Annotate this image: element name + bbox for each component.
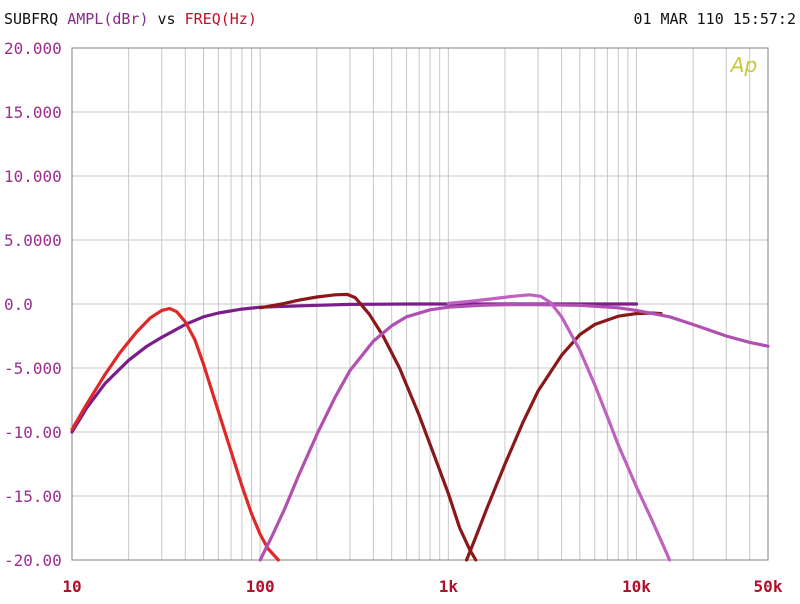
x-tick-label: 100 [246, 577, 275, 596]
y-tick-label: 15.000 [4, 103, 62, 122]
y-tick-label: -10.00 [4, 423, 62, 442]
y-tick-label: -5.000 [4, 359, 62, 378]
y-axis-quantity: AMPL(dBr) [67, 10, 148, 28]
series-line-5 [258, 303, 770, 562]
y-tick-label: 20.000 [4, 39, 62, 58]
series-line-1 [70, 302, 639, 434]
series-line-4 [465, 311, 663, 562]
y-tick-labels: 20.000 15.000 10.000 5.0000 0.0 -5.000 -10.00 -… [4, 39, 62, 570]
y-tick-label: -20.00 [4, 551, 62, 570]
plot-frame [71, 47, 769, 561]
y-tick-label: -15.00 [4, 487, 62, 506]
y-tick-label: 5.0000 [4, 231, 62, 250]
vs-label: vs [158, 10, 176, 28]
x-axis-quantity: FREQ(Hz) [185, 10, 257, 28]
x-tick-label: 10k [622, 577, 651, 596]
y-tick-label: 0.0 [4, 295, 33, 314]
series-group [70, 292, 770, 562]
series-line-3 [258, 292, 478, 562]
x-tick-label: 10 [62, 577, 81, 596]
x-tick-labels: 10 100 1k 10k 50k [62, 577, 782, 596]
timestamp: 01 MAR 110 15:57:2 [633, 10, 796, 28]
title-prefix: SUBFRQ [4, 10, 58, 28]
x-tick-label: 50k [754, 577, 783, 596]
series-line-2 [70, 306, 280, 562]
y-tick-label: 10.000 [4, 167, 62, 186]
x-tick-label: 1k [439, 577, 459, 596]
chart-title: SUBFRQ AMPL(dBr) vs FREQ(Hz) [4, 10, 257, 28]
ap-watermark: Ap [729, 53, 757, 77]
series-line-6 [446, 293, 672, 562]
